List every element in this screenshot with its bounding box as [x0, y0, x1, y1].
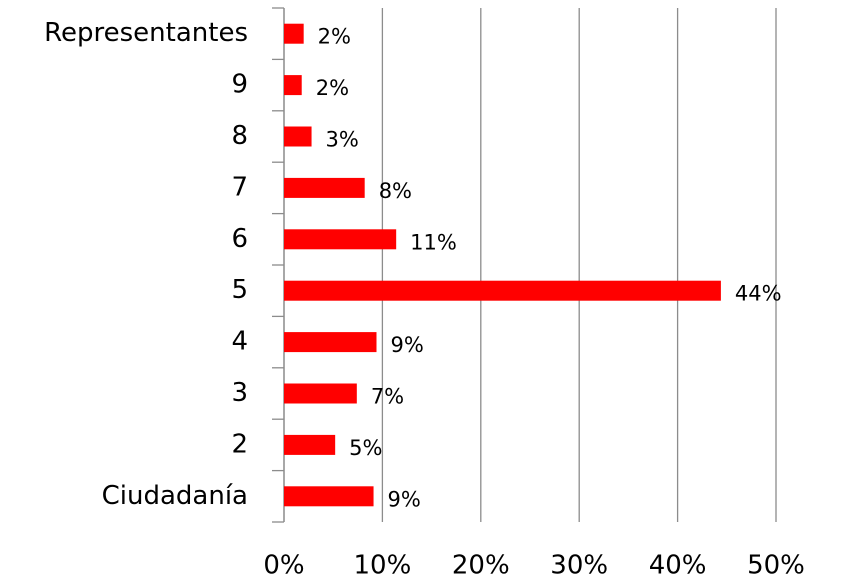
value-label: 9% [390, 333, 423, 357]
bar [284, 23, 304, 44]
bar [284, 126, 312, 147]
y-tick-label: 2 [231, 429, 248, 459]
y-tick-label: 7 [231, 172, 248, 202]
y-tick-label: 4 [231, 327, 248, 357]
bar [284, 383, 357, 404]
bar [284, 280, 721, 301]
y-tick-label: Representantes [44, 18, 248, 48]
bar [284, 332, 377, 353]
value-label: 5% [349, 436, 382, 460]
x-tick-label: 0% [263, 551, 304, 581]
value-label: 44% [735, 282, 782, 306]
y-tick-label: 8 [231, 121, 248, 151]
x-tick-label: 10% [354, 551, 412, 581]
x-tick-label: 30% [550, 551, 608, 581]
value-label: 7% [371, 385, 404, 409]
value-label: 2% [318, 25, 351, 49]
y-tick-label: 3 [231, 378, 248, 408]
y-tick-label: 6 [231, 224, 248, 254]
value-label: 11% [410, 230, 457, 254]
y-tick-label: 5 [231, 275, 248, 305]
bar [284, 434, 336, 455]
x-tick-label: 40% [649, 551, 707, 581]
x-tick-label: 50% [747, 551, 805, 581]
value-label: 8% [379, 179, 412, 203]
value-label: 9% [388, 487, 421, 511]
bar [284, 75, 302, 96]
y-tick-label: Ciudadanía [102, 481, 248, 511]
x-tick-label: 20% [452, 551, 510, 581]
bar [284, 229, 397, 250]
y-tick-label: 9 [231, 70, 248, 100]
value-label: 3% [326, 128, 359, 152]
value-label: 2% [316, 76, 349, 100]
bar [284, 177, 365, 198]
bar [284, 486, 374, 507]
